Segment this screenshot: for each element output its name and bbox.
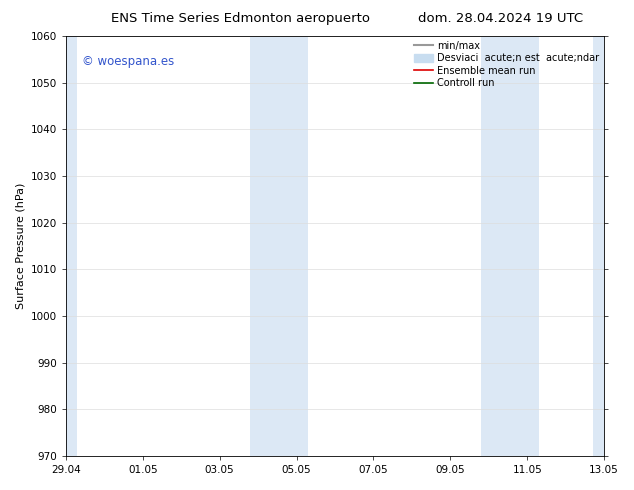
Legend: min/max, Desviaci  acute;n est  acute;ndar, Ensemble mean run, Controll run: min/max, Desviaci acute;n est acute;ndar…: [412, 39, 601, 90]
Bar: [481, 36, 539, 456]
Text: ENS Time Series Edmonton aeropuerto: ENS Time Series Edmonton aeropuerto: [112, 12, 370, 25]
Bar: [66, 36, 77, 456]
Y-axis label: Surface Pressure (hPa): Surface Pressure (hPa): [15, 183, 25, 309]
Bar: [250, 36, 308, 456]
Text: © woespana.es: © woespana.es: [82, 55, 174, 68]
Bar: [593, 36, 604, 456]
Text: dom. 28.04.2024 19 UTC: dom. 28.04.2024 19 UTC: [418, 12, 583, 25]
